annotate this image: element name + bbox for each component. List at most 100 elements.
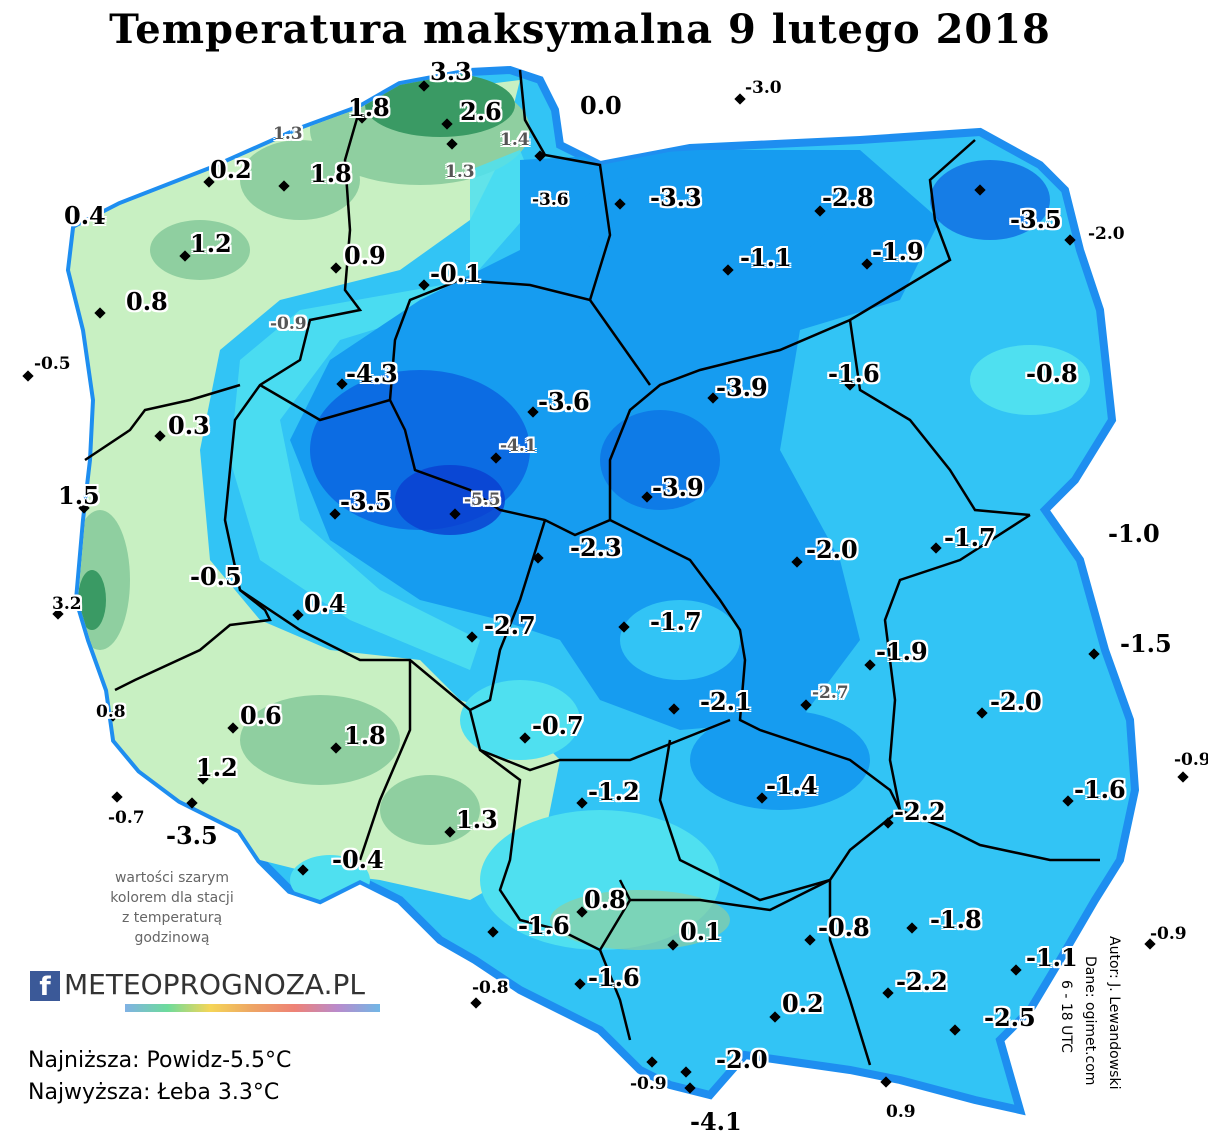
station-markers (22, 80, 1189, 1094)
station-marker (487, 926, 499, 938)
station-marker (449, 508, 461, 520)
station-value: -3.0 (745, 78, 782, 98)
station-marker (974, 184, 986, 196)
station-marker (576, 797, 588, 809)
station-value: 0.6 (240, 701, 282, 730)
station-marker (22, 370, 34, 382)
station-marker (52, 608, 64, 620)
author-credit: Autor: J. Lewandowski (1106, 936, 1122, 1090)
station-value: -1.4 (766, 771, 818, 800)
station-value: -3.6 (532, 190, 569, 210)
station-value: -0.5 (34, 354, 71, 374)
station-value: -0.9 (270, 314, 307, 334)
station-value: -1.7 (650, 607, 702, 636)
station-value: 0.4 (304, 589, 346, 618)
station-value: -3.3 (650, 183, 702, 212)
station-value: -1.0 (1108, 519, 1160, 548)
station-marker (1064, 234, 1076, 246)
station-value: -1.6 (518, 911, 570, 940)
station-value: -1.9 (876, 637, 928, 666)
station-value: -2.0 (1088, 224, 1125, 244)
station-value: -2.0 (716, 1045, 768, 1074)
gray-value-note: wartości szarym kolorem dla stacji z tem… (82, 868, 262, 948)
station-value: -0.1 (430, 259, 482, 288)
station-marker (203, 176, 215, 188)
station-marker (330, 262, 342, 274)
station-marker (227, 722, 239, 734)
station-marker (722, 264, 734, 276)
station-marker (532, 552, 544, 564)
poland-shape (65, 65, 1140, 1116)
highest-temperature: Najwyższa: Łeba 3.3°C (28, 1080, 280, 1105)
station-value: 1.2 (196, 753, 238, 782)
station-marker (470, 997, 482, 1009)
station-value: -5.5 (464, 490, 501, 510)
station-marker (297, 864, 309, 876)
station-value: -1.6 (588, 963, 640, 992)
station-marker (527, 406, 539, 418)
lowest-temperature: Najniższa: Powidz-5.5°C (28, 1048, 292, 1073)
station-value: -0.9 (1174, 750, 1208, 770)
station-value: -3.5 (340, 487, 392, 516)
station-value: -2.2 (896, 967, 948, 996)
station-marker (882, 987, 894, 999)
station-marker (769, 1011, 781, 1023)
station-value: -1.6 (828, 359, 880, 388)
station-value: -4.1 (690, 1107, 742, 1136)
station-value: -0.7 (532, 711, 584, 740)
station-value: 1.5 (58, 481, 100, 510)
station-marker (734, 93, 746, 105)
station-value: -2.7 (812, 683, 849, 703)
station-value: -2.2 (894, 797, 946, 826)
station-marker (179, 250, 191, 262)
station-marker (684, 1082, 696, 1094)
station-value: -0.7 (108, 808, 145, 828)
station-marker (930, 542, 942, 554)
station-value: 0.8 (584, 885, 626, 914)
station-marker (292, 609, 304, 621)
station-marker (1177, 771, 1189, 783)
station-value: -2.0 (990, 687, 1042, 716)
note-line: godzinową (134, 930, 210, 946)
station-marker (1088, 648, 1100, 660)
station-value: 0.0 (580, 91, 622, 120)
station-marker (111, 791, 123, 803)
station-marker (668, 703, 680, 715)
note-line: wartości szarym (114, 870, 230, 886)
station-value: -2.5 (984, 1003, 1036, 1032)
station-value: -1.5 (1120, 629, 1172, 658)
station-value: -0.8 (1026, 359, 1078, 388)
station-marker (618, 621, 630, 633)
station-value: -1.7 (944, 523, 996, 552)
station-marker (880, 1076, 892, 1088)
station-marker (519, 732, 531, 744)
station-marker (800, 699, 812, 711)
station-marker (418, 279, 430, 291)
station-value: -1.9 (872, 237, 924, 266)
facebook-icon[interactable]: f (30, 971, 60, 1002)
station-value: -0.4 (332, 845, 384, 874)
station-value: -1.1 (1026, 943, 1078, 972)
station-value: -4.3 (346, 359, 398, 388)
station-marker (444, 826, 456, 838)
station-value: 3.2 (52, 594, 82, 614)
station-value: -0.9 (630, 1074, 667, 1094)
station-value: -1.6 (1074, 775, 1126, 804)
station-value: -0.8 (472, 978, 509, 998)
station-value: 0.8 (126, 287, 168, 316)
station-value: -2.0 (806, 535, 858, 564)
station-marker (576, 906, 588, 918)
station-value: -1.1 (740, 243, 792, 272)
station-marker (330, 742, 342, 754)
meteoprognoza-logo[interactable]: f METEOPROGNOZA.PL (30, 968, 365, 1002)
station-marker (804, 934, 816, 946)
station-value: 1.8 (348, 93, 390, 122)
station-value: 0.9 (344, 241, 386, 270)
station-marker (534, 150, 546, 162)
note-line: kolorem dla stacji (110, 890, 234, 906)
station-value: 3.3 (430, 57, 472, 86)
station-value: 1.3 (445, 162, 475, 182)
station-value: -3.5 (1010, 205, 1062, 234)
station-value: -4.1 (500, 436, 537, 456)
